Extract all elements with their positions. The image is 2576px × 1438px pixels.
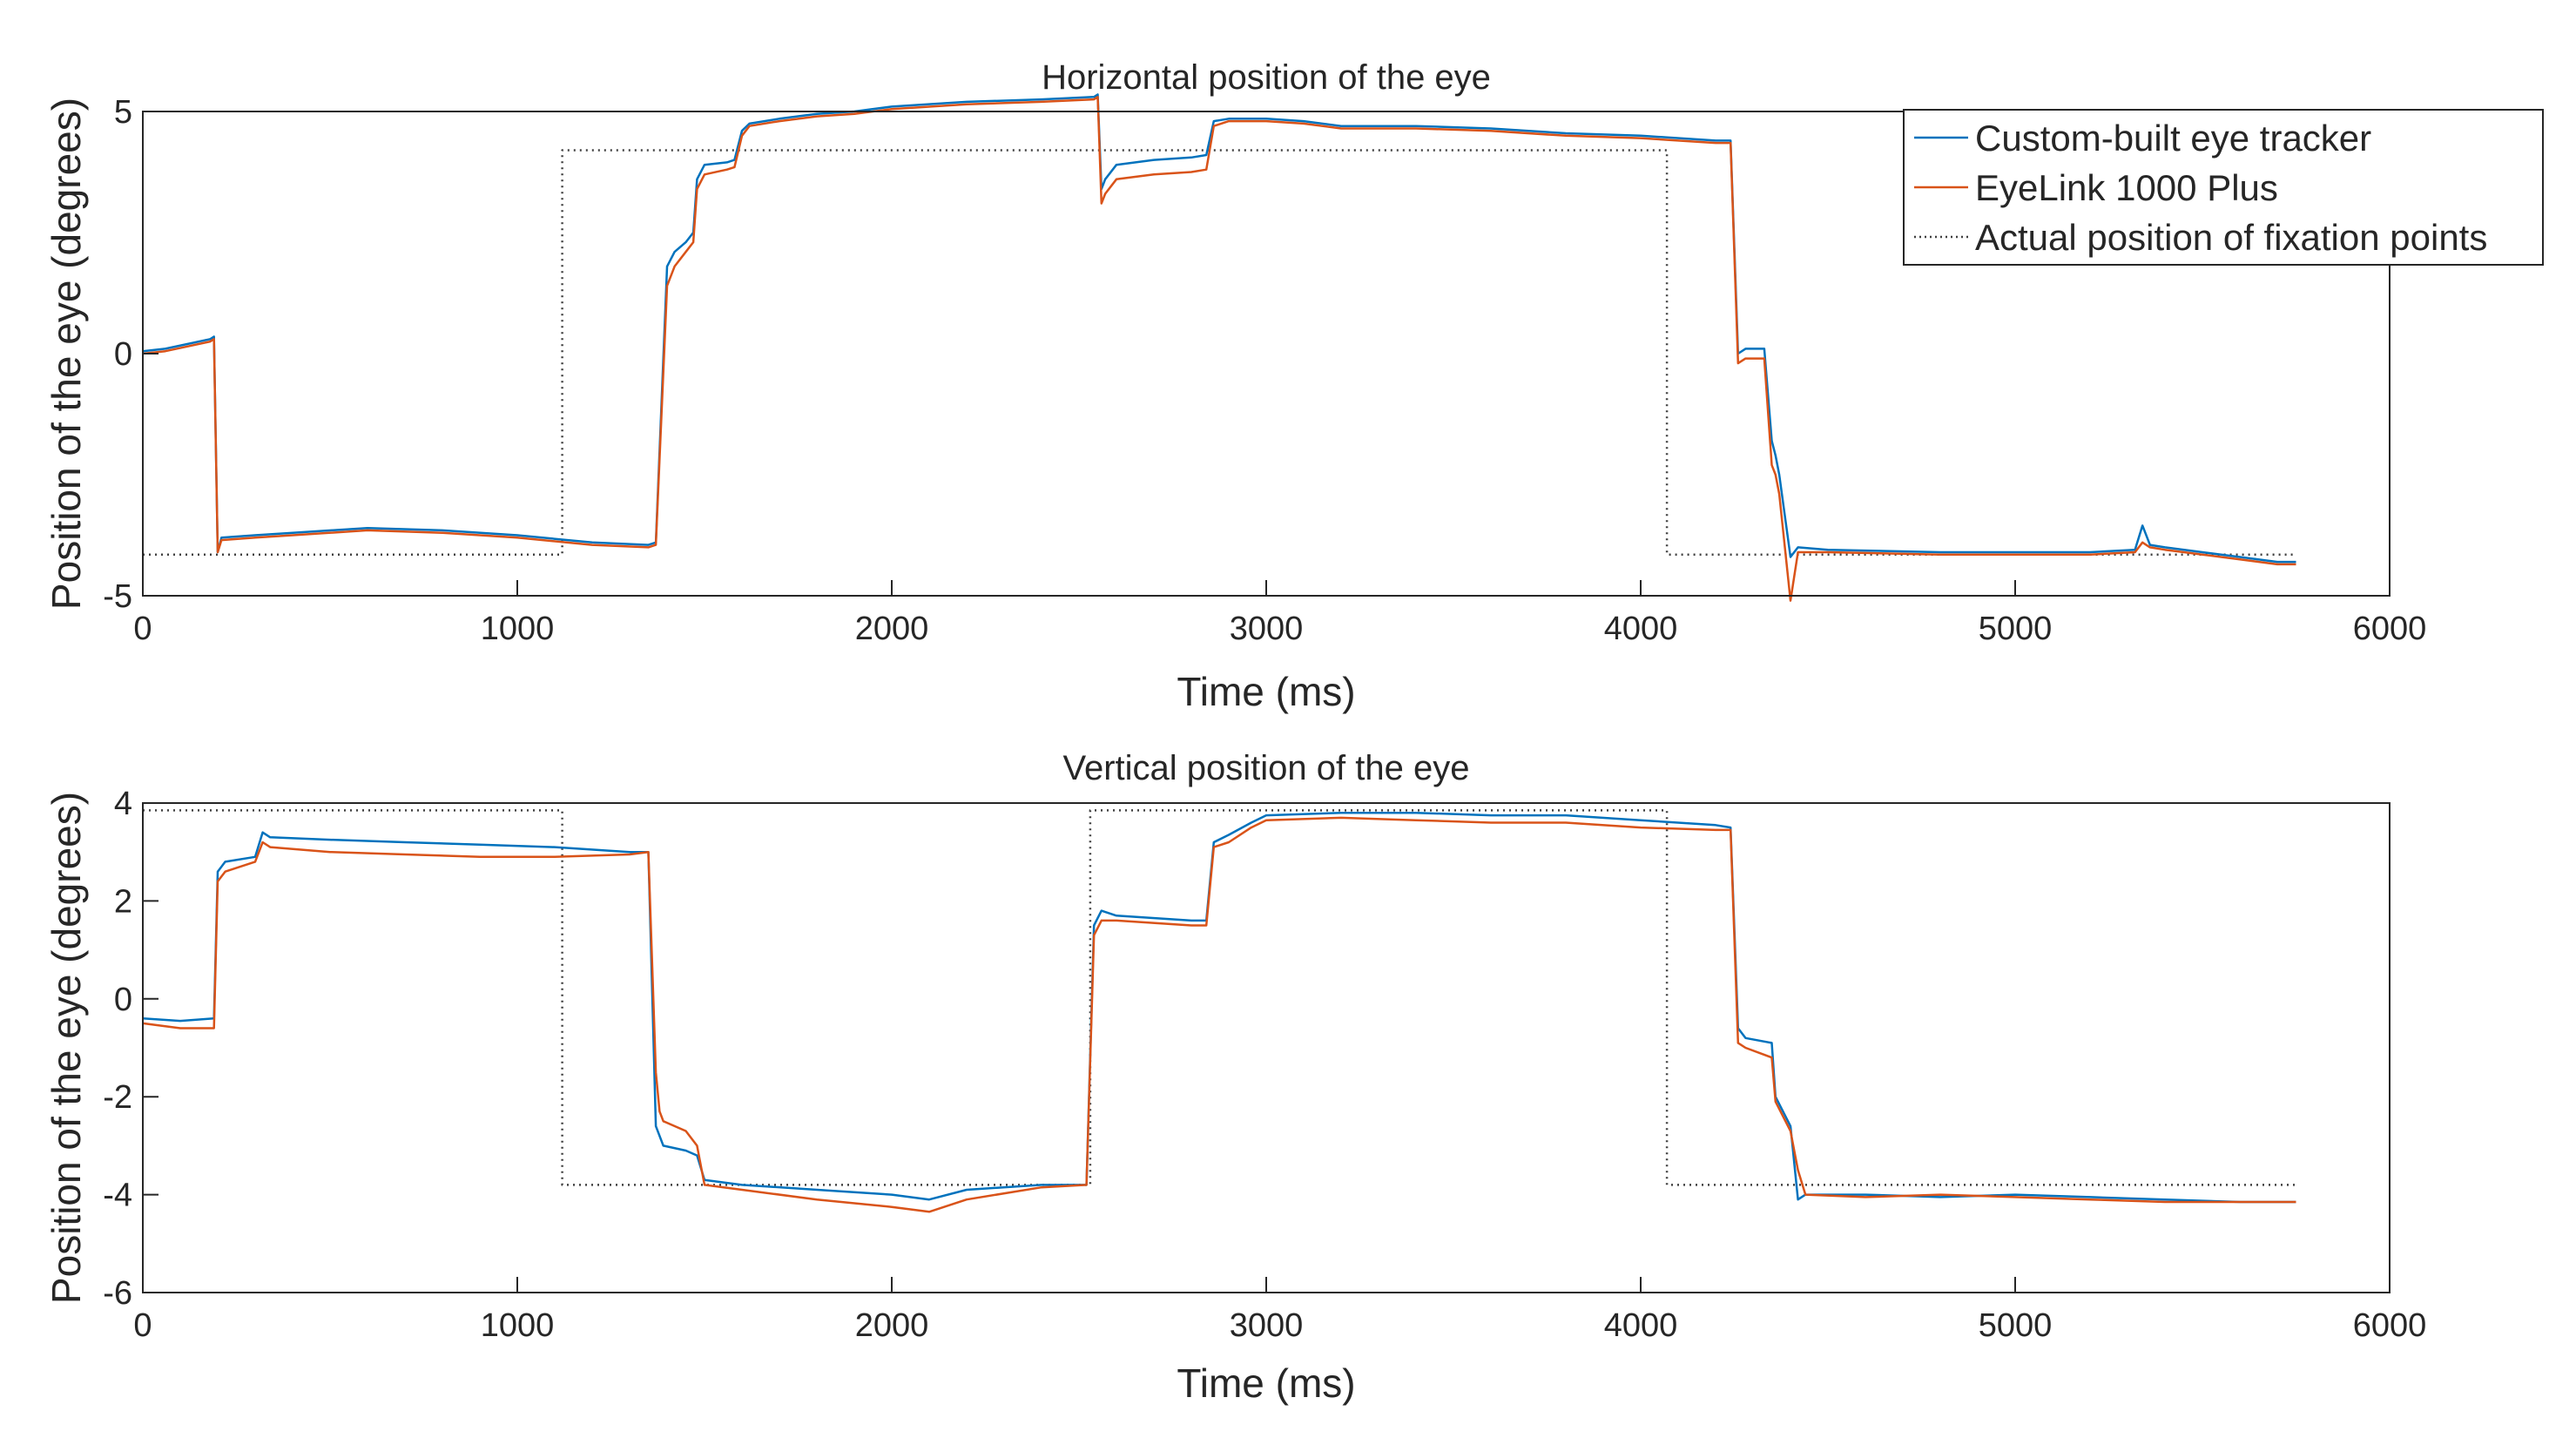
- axes-box: [142, 802, 2391, 1293]
- fixation-points-line: [143, 809, 2296, 1186]
- y-axis-label: Position of the eye (degrees): [44, 98, 89, 610]
- ticks-layer: 0 1000 2000 3000 4000 5000 6000-505: [103, 94, 2426, 647]
- y-tick-label: -5: [103, 578, 132, 615]
- custom-tracker-line: [142, 93, 2296, 564]
- x-tick-label: 4000: [1604, 611, 1678, 647]
- y-axis-label: Position of the eye (degrees): [44, 792, 89, 1304]
- x-tick-label: 1000: [481, 1307, 555, 1344]
- y-tick-label: 5: [114, 94, 132, 131]
- x-tick-label: 6000: [2353, 1307, 2427, 1344]
- x-tick-label: 2000: [855, 1307, 929, 1344]
- x-tick-label: 5000: [1979, 1307, 2053, 1344]
- x-tick-label: 4000: [1604, 1307, 1678, 1344]
- horizontal-position-chart: Horizontal position of the eye 0 1000 2000…: [44, 58, 2544, 714]
- x-tick-label: 1000: [481, 611, 555, 647]
- x-tick-label: 3000: [1230, 1307, 1304, 1344]
- y-tick-label: 0: [114, 336, 132, 373]
- x-tick-label: 0: [133, 1307, 152, 1344]
- x-tick-label: 6000: [2353, 611, 2427, 647]
- legend-box: [1903, 109, 2544, 266]
- vertical-position-chart: Vertical position of the eye 0 1000 2000 30…: [44, 749, 2426, 1406]
- chart-title: Horizontal position of the eye: [1042, 58, 1491, 97]
- y-tick-label: -2: [103, 1079, 132, 1116]
- eyelink-line: [142, 96, 2296, 602]
- y-tick-label: 0: [114, 982, 132, 1018]
- y-tick-label: 4: [114, 786, 132, 822]
- ticks-layer: 0 1000 2000 3000 4000 5000 6000 -6 -4 -2 0 2 4: [103, 786, 2426, 1344]
- x-tick-label: 2000: [855, 611, 929, 647]
- x-axis-label: Time (ms): [1177, 669, 1355, 714]
- x-tick-label: 0: [133, 611, 152, 647]
- legend-label-custom-tracker: Custom-built eye tracker: [1975, 118, 2371, 159]
- x-axis-label: Time (ms): [1177, 1360, 1355, 1406]
- custom-tracker-line: [142, 811, 2296, 1204]
- x-tick-label: 3000: [1230, 611, 1304, 647]
- legend: Custom-built eye tracker EyeLink 1000 Pl…: [1903, 109, 2544, 266]
- y-tick-label: 2: [114, 883, 132, 920]
- series-layer: [142, 93, 2296, 602]
- legend-label-eyelink: EyeLink 1000 Plus: [1975, 167, 2278, 208]
- x-tick-label: 5000: [1979, 611, 2053, 647]
- legend-label-fixation-points: Actual position of fixation points: [1975, 217, 2487, 258]
- chart-title: Vertical position of the eye: [1063, 749, 1470, 787]
- eyelink-line: [142, 816, 2296, 1213]
- y-tick-label: -4: [103, 1178, 132, 1214]
- y-tick-label: -6: [103, 1275, 132, 1312]
- series-layer: [142, 809, 2296, 1213]
